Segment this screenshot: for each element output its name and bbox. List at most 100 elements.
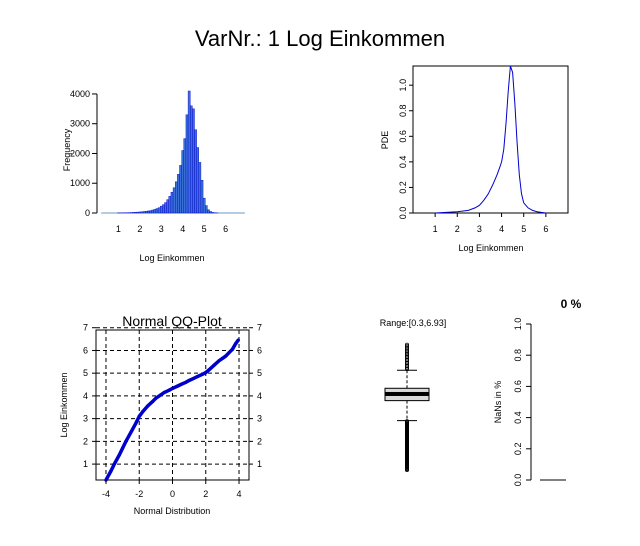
hist-y-tick-label: 3000 — [70, 119, 90, 129]
qq-point — [134, 422, 137, 425]
histogram-bar — [135, 212, 137, 213]
qq-point — [201, 373, 204, 376]
qq-x-tick-label: 2 — [203, 489, 208, 499]
qq-y-tick-label-right: 4 — [257, 391, 262, 401]
density-x-label: Log Einkommen — [458, 243, 523, 253]
qq-y-tick-label-right: 1 — [257, 459, 262, 469]
histogram-bar — [156, 209, 158, 213]
hist-x-tick-label: 3 — [159, 224, 164, 234]
histogram-bar — [182, 151, 184, 214]
histogram-bar — [186, 115, 188, 213]
histogram-bar — [180, 165, 182, 213]
nan-y-tick-label: 0.8 — [513, 349, 523, 362]
qq-x-tick-label: 0 — [170, 489, 175, 499]
histogram-bar — [205, 206, 207, 213]
qq-point — [168, 389, 171, 392]
hist-y-tick-label: 1000 — [70, 178, 90, 188]
histogram-bar — [177, 174, 179, 213]
density-y-tick-label: 0.0 — [398, 207, 408, 220]
qq-y-tick-label-left: 5 — [83, 368, 88, 378]
histogram-bar — [171, 192, 173, 213]
histogram-bar — [184, 139, 186, 213]
histogram-bar — [197, 148, 199, 213]
histogram-bar — [199, 162, 201, 213]
histogram-bar — [162, 205, 164, 213]
histogram-bar — [195, 130, 197, 213]
qq-point — [129, 431, 132, 434]
qq-point — [113, 462, 116, 465]
hist-y-tick-label: 0 — [85, 208, 90, 218]
qq-y-tick-label-left: 6 — [83, 345, 88, 355]
qq-point — [171, 387, 174, 390]
histogram-bar — [141, 212, 143, 213]
qq-point — [231, 348, 234, 351]
qq-y-tick-label-left: 7 — [83, 323, 88, 333]
hist-x-tick-label: 1 — [116, 224, 121, 234]
qq-point — [121, 447, 124, 450]
qq-point — [227, 351, 230, 354]
density-x-tick-label: 1 — [433, 224, 438, 234]
qq-point — [221, 357, 224, 360]
density-y-label: PDE — [380, 131, 390, 150]
qq-point — [224, 355, 227, 358]
qq-x-label: Normal Distribution — [134, 506, 211, 516]
histogram-bar — [169, 196, 171, 213]
histogram-bar — [175, 182, 177, 213]
qq-point — [179, 383, 182, 386]
histogram-bar — [152, 210, 154, 213]
histogram-bar — [192, 109, 194, 213]
qq-y-tick-label-right: 6 — [257, 345, 262, 355]
nan-title: 0 % — [561, 297, 582, 311]
histogram-bar — [212, 212, 214, 213]
qq-y-tick-label-right: 2 — [257, 436, 262, 446]
hist-x-tick-label: 4 — [180, 224, 185, 234]
qq-y-tick-label-left: 2 — [83, 436, 88, 446]
histogram-bar — [190, 106, 192, 213]
qq-point — [217, 359, 220, 362]
density-x-tick-label: 5 — [521, 224, 526, 234]
nan-y-tick-label: 0.4 — [513, 411, 523, 424]
histogram-bar — [201, 180, 203, 213]
qq-y-tick-label-right: 5 — [257, 368, 262, 378]
hist-y-label: Frequency — [62, 128, 72, 171]
histogram-bar — [207, 210, 209, 213]
qq-y-tick-label-right: 7 — [257, 323, 262, 333]
density-x-tick-label: 3 — [477, 224, 482, 234]
qq-point — [118, 453, 121, 456]
nan-y-tick-label: 0.2 — [513, 443, 523, 456]
qq-x-tick-label: 4 — [237, 489, 242, 499]
qq-point — [138, 415, 141, 418]
density-y-tick-label: 0.8 — [398, 104, 408, 117]
qq-point — [207, 368, 210, 371]
histogram-bar — [150, 211, 152, 213]
qq-point — [124, 440, 127, 443]
nan-y-label: NaNs in % — [493, 381, 503, 424]
qq-x-tick-label: -2 — [135, 489, 143, 499]
hist-y-tick-label: 2000 — [70, 148, 90, 158]
histogram-bar — [137, 212, 139, 213]
qq-point — [109, 469, 112, 472]
hist-x-tick-label: 2 — [137, 224, 142, 234]
hist-y-tick-label: 4000 — [70, 89, 90, 99]
density-y-tick-label: 0.2 — [398, 181, 408, 194]
hist-x-label: Log Einkommen — [139, 253, 204, 263]
hist-x-tick-label: 5 — [202, 224, 207, 234]
histogram-bar — [139, 212, 141, 213]
histogram-bar — [145, 211, 147, 213]
density-y-tick-label: 0.4 — [398, 156, 408, 169]
histogram-bar — [203, 198, 205, 213]
density-y-tick-label: 0.6 — [398, 130, 408, 143]
density-x-tick-label: 2 — [455, 224, 460, 234]
qq-point — [146, 405, 149, 408]
nan-y-tick-label: 0.6 — [513, 380, 523, 393]
hist-x-tick-label: 6 — [223, 224, 228, 234]
qq-point — [234, 342, 237, 345]
density-x-tick-label: 6 — [543, 224, 548, 234]
density-frame — [413, 66, 568, 213]
histogram-bar — [154, 209, 156, 213]
qq-point — [159, 393, 162, 396]
qq-point — [163, 391, 166, 394]
qq-point — [184, 381, 187, 384]
histogram-bar — [160, 206, 162, 213]
